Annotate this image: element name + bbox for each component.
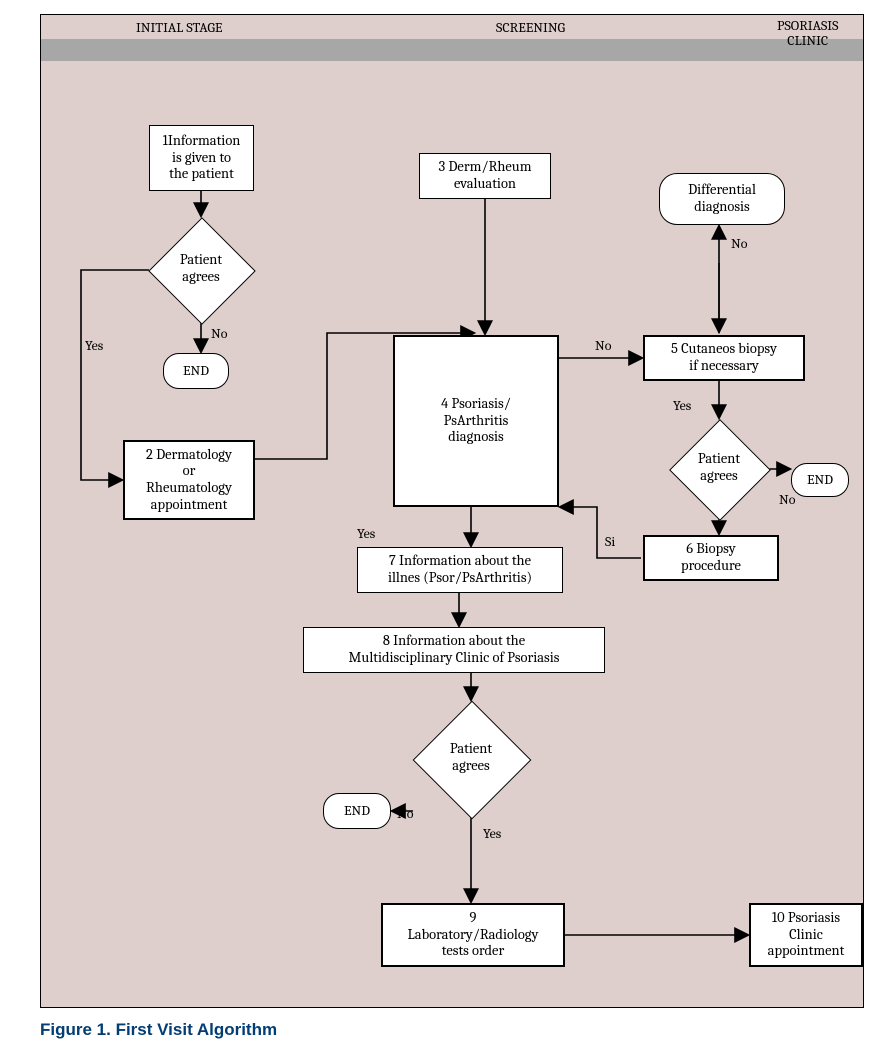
label-yes-5: Yes (673, 397, 691, 414)
label-no-4: No (595, 337, 611, 354)
label-yes-1: Yes (85, 337, 103, 354)
node-info-illness-text: 7 Information about theillnes (Psor/PsAr… (388, 553, 532, 586)
end-3: END (323, 793, 391, 829)
figure-caption: Figure 1. First Visit Algorithm (40, 1020, 277, 1040)
header-bar (41, 39, 863, 61)
node-info-given-text: 1Informationis given tothe patient (163, 133, 241, 183)
node-derm-rheum-eval: 3 Derm/Rheumevaluation (419, 153, 551, 199)
col-initial: INITIAL STAGE (136, 19, 222, 39)
col-clinic: PSORIASISCLINIC (777, 19, 838, 39)
col-screening: SCREENING (496, 19, 565, 39)
node-info-illness: 7 Information about theillnes (Psor/PsAr… (357, 547, 563, 593)
node-diff-dx-text: Differentialdiagnosis (688, 182, 756, 215)
node-psoriasis-clinic-appt-text: 10 PsoriasisClinicappointment (768, 910, 845, 960)
label-no-d3: No (397, 805, 413, 822)
node-psoriasis-dx-text: 4 Psoriasis/PsArthritisdiagnosis (441, 396, 511, 446)
end-2-text: END (807, 472, 833, 488)
node-info-given: 1Informationis given tothe patient (149, 125, 254, 191)
label-yes-d3: Yes (483, 825, 501, 842)
decision-patient-agrees-2: Patientagrees (669, 419, 769, 519)
flowchart-panel: INITIAL STAGE SCREENING PSORIASISCLINIC (40, 14, 864, 1008)
node-derm-rheum-appt: 2 DermatologyorRheumatologyappointment (123, 440, 255, 520)
node-derm-rheum-appt-text: 2 DermatologyorRheumatologyappointment (146, 447, 232, 514)
label-si-6: Si (605, 533, 615, 550)
node-lab-radiology: 9Laboratory/Radiologytests order (381, 903, 565, 967)
node-cutaneous-biopsy-text: 5 Cutaneos biopsyif necessary (671, 341, 777, 374)
label-yes-4: Yes (357, 525, 375, 542)
end-1: END (163, 353, 229, 389)
node-biopsy-procedure: 6 Biopsyprocedure (643, 535, 779, 581)
label-no-1: No (211, 325, 227, 342)
node-info-clinic: 8 Information about theMultidisciplinary… (303, 627, 605, 673)
decision-patient-agrees-3: Patientagrees (413, 701, 529, 817)
node-psoriasis-dx: 4 Psoriasis/PsArthritisdiagnosis (393, 335, 559, 507)
end-2: END (791, 463, 849, 497)
node-cutaneous-biopsy: 5 Cutaneos biopsyif necessary (643, 335, 805, 381)
page: INITIAL STAGE SCREENING PSORIASISCLINIC (0, 0, 894, 1064)
node-derm-rheum-eval-text: 3 Derm/Rheumevaluation (439, 159, 532, 192)
node-psoriasis-clinic-appt: 10 PsoriasisClinicappointment (749, 903, 863, 967)
label-no-5: No (731, 235, 747, 252)
end-3-text: END (344, 803, 370, 819)
node-biopsy-procedure-text: 6 Biopsyprocedure (681, 541, 741, 574)
label-no-d2: No (779, 491, 795, 508)
end-1-text: END (183, 363, 209, 379)
node-diff-dx: Differentialdiagnosis (659, 173, 785, 225)
node-info-clinic-text: 8 Information about theMultidisciplinary… (349, 633, 560, 666)
decision-patient-agrees-1: Patientagrees (149, 218, 253, 322)
node-lab-radiology-text: 9Laboratory/Radiologytests order (408, 910, 539, 960)
